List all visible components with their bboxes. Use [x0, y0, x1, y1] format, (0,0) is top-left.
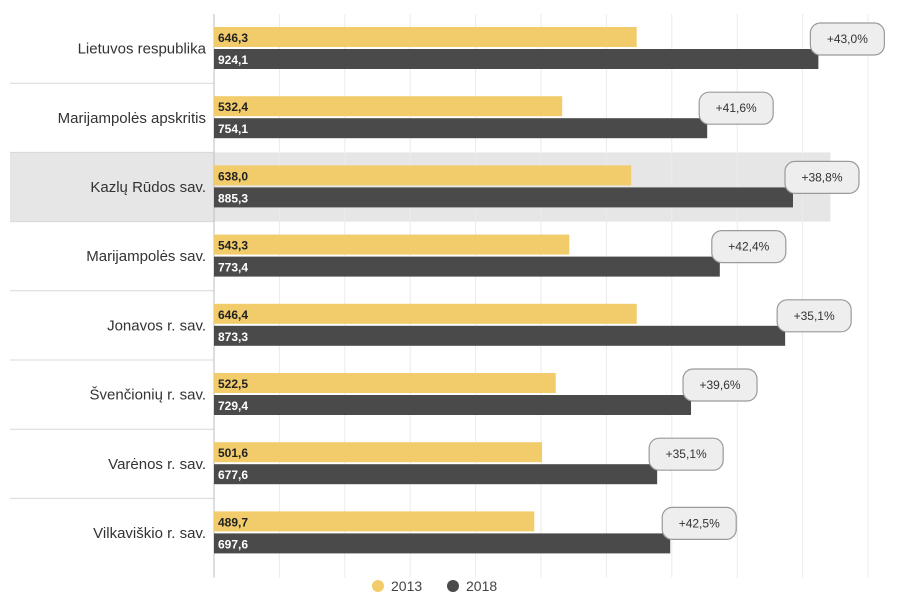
bar-2018 [214, 118, 708, 139]
data-label-2018: 677,6 [218, 468, 248, 482]
highlight-row-background [10, 152, 831, 222]
change-badge [648, 437, 724, 471]
category-label: Švenčionių r. sav. [90, 387, 206, 404]
data-label-2018: 924,1 [218, 53, 248, 67]
data-label-2013: 638,0 [218, 169, 248, 183]
bar-2013 [214, 234, 570, 255]
data-label-2018: 754,1 [218, 122, 248, 136]
category-label: Kazlų Rūdos sav. [90, 179, 206, 196]
bar-2013 [214, 27, 637, 47]
legend-marker-2013 [372, 580, 384, 592]
change-badge [682, 368, 758, 402]
category-label: Vilkaviškio r. sav. [93, 525, 206, 542]
category-label: Jonavos r. sav. [107, 317, 206, 334]
category-label: Marijampolės sav. [86, 248, 206, 265]
bar-2018 [214, 256, 720, 277]
change-label: +35,1% [794, 309, 835, 323]
bar-2013 [214, 165, 632, 186]
data-label-2013: 646,4 [218, 308, 248, 322]
data-label-2013: 646,3 [218, 31, 248, 45]
bar-2013 [214, 442, 543, 463]
bar-2013 [214, 96, 563, 117]
data-label-2018: 729,4 [218, 399, 248, 413]
change-label: +42,5% [679, 516, 720, 530]
data-label-2013: 522,5 [218, 377, 248, 391]
category-label: Lietuvos respublika [78, 41, 207, 58]
bar-2013 [214, 303, 637, 324]
data-label-2018: 873,3 [218, 330, 248, 344]
legend-marker-2018 [447, 580, 459, 592]
change-label: +41,6% [716, 101, 757, 115]
category-label: Marijampolės apskritis [58, 110, 206, 127]
bar-2018 [214, 325, 786, 346]
change-label: +35,1% [666, 447, 707, 461]
change-badge [809, 22, 885, 56]
legend-label-2013: 2013 [391, 578, 422, 594]
change-badge [711, 230, 787, 264]
data-label-2018: 773,4 [218, 261, 248, 275]
change-label: +39,6% [700, 378, 741, 392]
change-label: +38,8% [801, 170, 842, 184]
change-badge [698, 91, 774, 125]
bar-2018 [214, 464, 658, 485]
change-label: +42,4% [728, 240, 769, 254]
legend-label-2018: 2018 [466, 578, 497, 594]
bar-2018 [214, 533, 671, 554]
category-label: Varėnos r. sav. [108, 456, 206, 473]
bar-2013 [214, 373, 556, 393]
bar-2013 [214, 511, 535, 532]
data-label-2018: 885,3 [218, 191, 248, 205]
change-label: +43,0% [827, 32, 868, 46]
data-label-2018: 697,6 [218, 537, 248, 551]
bar-2018 [214, 395, 692, 415]
bar-2018 [214, 187, 793, 208]
data-label-2013: 489,7 [218, 515, 248, 529]
change-badge [776, 299, 852, 333]
change-badge [784, 160, 860, 194]
data-label-2013: 543,3 [218, 239, 248, 253]
data-label-2013: 501,6 [218, 446, 248, 460]
bar-2018 [214, 49, 819, 69]
change-badge [661, 506, 737, 540]
data-label-2013: 532,4 [218, 100, 248, 114]
